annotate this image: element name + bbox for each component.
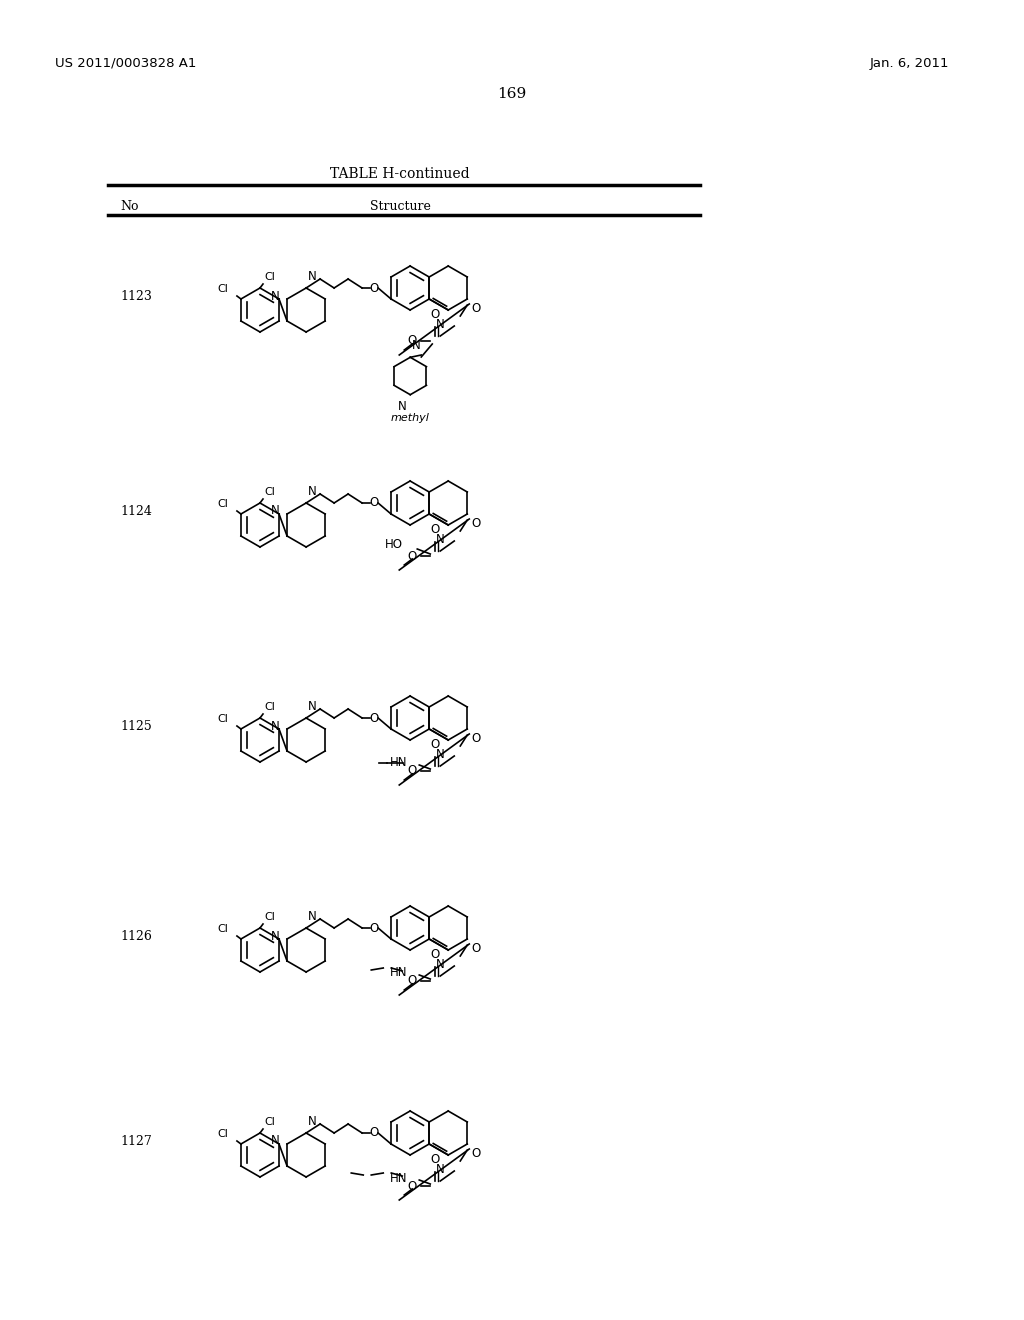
Text: N: N xyxy=(413,339,421,352)
Text: O: O xyxy=(431,308,440,321)
Text: O: O xyxy=(370,496,379,510)
Text: O: O xyxy=(407,334,417,347)
Text: HN: HN xyxy=(390,966,408,979)
Text: Structure: Structure xyxy=(370,201,430,213)
Text: 1126: 1126 xyxy=(120,931,152,942)
Text: N: N xyxy=(270,504,280,517)
Text: O: O xyxy=(471,942,480,954)
Text: N: N xyxy=(308,700,316,713)
Text: N: N xyxy=(270,719,280,733)
Text: 1124: 1124 xyxy=(120,506,152,517)
Text: methyl: methyl xyxy=(391,413,430,422)
Text: O: O xyxy=(370,711,379,725)
Text: Cl: Cl xyxy=(217,499,227,510)
Text: N: N xyxy=(270,289,280,302)
Text: Jan. 6, 2011: Jan. 6, 2011 xyxy=(870,57,949,70)
Text: O: O xyxy=(407,1180,417,1192)
Text: N: N xyxy=(308,909,316,923)
Text: Cl: Cl xyxy=(217,714,227,723)
Text: O: O xyxy=(407,549,417,562)
Text: N: N xyxy=(435,318,444,331)
Text: 1123: 1123 xyxy=(120,290,152,304)
Text: O: O xyxy=(431,523,440,536)
Text: Cl: Cl xyxy=(264,487,274,498)
Text: Cl: Cl xyxy=(264,272,274,282)
Text: N: N xyxy=(308,1115,316,1129)
Text: 1125: 1125 xyxy=(120,719,152,733)
Text: O: O xyxy=(471,517,480,531)
Text: N: N xyxy=(308,484,316,498)
Text: O: O xyxy=(471,302,480,315)
Text: US 2011/0003828 A1: US 2011/0003828 A1 xyxy=(55,57,197,70)
Text: Cl: Cl xyxy=(217,1129,227,1139)
Text: N: N xyxy=(270,1134,280,1147)
Text: O: O xyxy=(471,733,480,744)
Text: Cl: Cl xyxy=(264,1117,274,1127)
Text: N: N xyxy=(435,1163,444,1176)
Text: 169: 169 xyxy=(498,87,526,102)
Text: Cl: Cl xyxy=(217,924,227,935)
Text: O: O xyxy=(370,281,379,294)
Text: O: O xyxy=(370,1126,379,1139)
Text: No: No xyxy=(120,201,138,213)
Text: 1127: 1127 xyxy=(120,1135,152,1148)
Text: O: O xyxy=(431,1152,440,1166)
Text: Cl: Cl xyxy=(264,702,274,711)
Text: N: N xyxy=(397,400,407,413)
Text: Cl: Cl xyxy=(264,912,274,921)
Text: O: O xyxy=(407,764,417,777)
Text: O: O xyxy=(471,1147,480,1160)
Text: N: N xyxy=(308,271,316,282)
Text: N: N xyxy=(270,929,280,942)
Text: TABLE H-continued: TABLE H-continued xyxy=(330,168,470,181)
Text: HO: HO xyxy=(385,537,403,550)
Text: HN: HN xyxy=(390,1172,408,1184)
Text: N: N xyxy=(435,533,444,546)
Text: O: O xyxy=(431,738,440,751)
Text: Cl: Cl xyxy=(217,284,227,294)
Text: N: N xyxy=(435,748,444,762)
Text: O: O xyxy=(370,921,379,935)
Text: O: O xyxy=(407,974,417,987)
Text: HN: HN xyxy=(390,756,408,770)
Text: O: O xyxy=(431,948,440,961)
Text: N: N xyxy=(435,958,444,972)
